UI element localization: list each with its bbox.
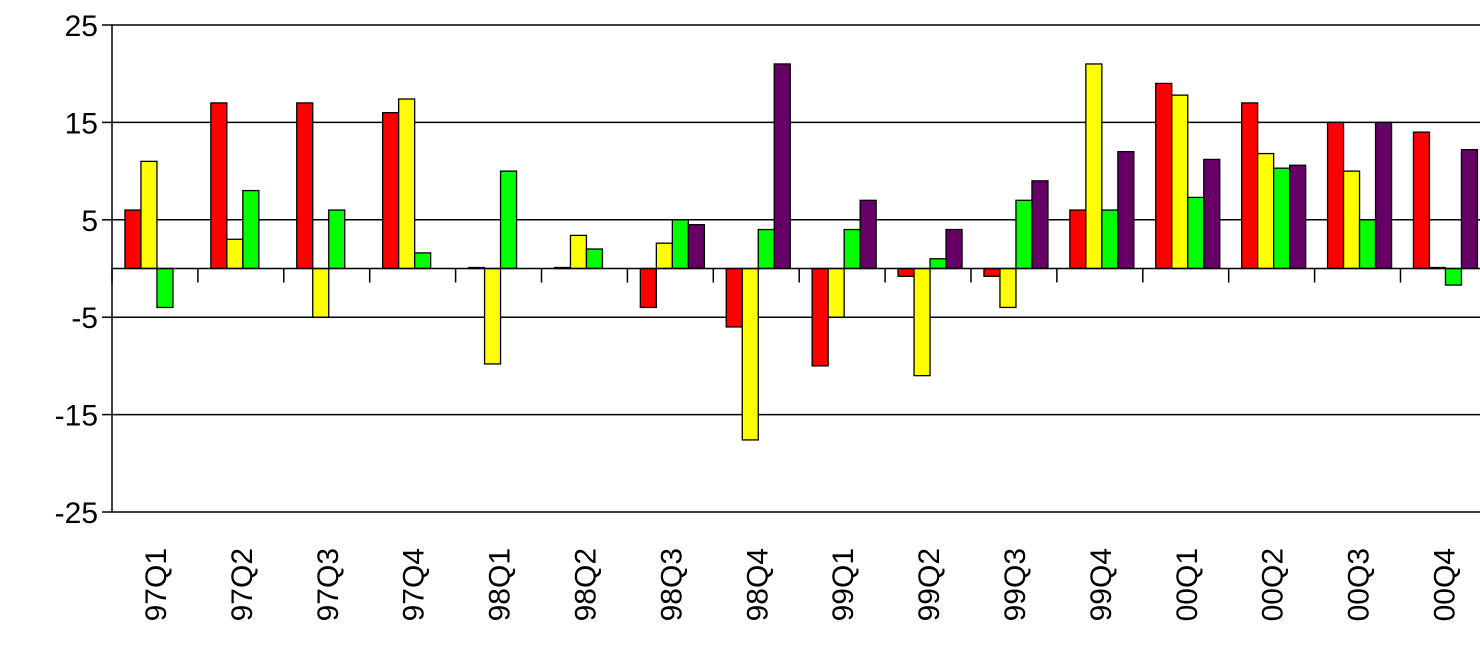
bar-99Q3-series4 [1031, 180, 1049, 270]
x-tick-label: 00Q1 [1171, 548, 1204, 621]
x-tick-label: 99Q1 [827, 548, 860, 621]
bar-99Q2-series2 [913, 267, 931, 377]
bar-00Q4-series3 [1444, 267, 1463, 286]
x-tick-label: 00Q4 [1428, 548, 1461, 621]
bar-98Q4-series2 [741, 267, 759, 441]
bar-99Q2-series4 [945, 228, 963, 270]
bar-00Q2-series3 [1273, 167, 1291, 270]
y-tick-label: 25 [65, 10, 98, 43]
bar-99Q1-series2 [827, 267, 845, 318]
y-tick-label: -5 [71, 302, 98, 335]
bar-97Q2-series3 [242, 189, 260, 270]
bar-98Q3-series4 [687, 224, 705, 270]
bar-99Q3-series2 [999, 267, 1017, 309]
bar-99Q4-series1 [1069, 209, 1087, 270]
bar-98Q1-series2 [483, 267, 502, 365]
bar-00Q1-series1 [1155, 82, 1173, 270]
bar-00Q2-series2 [1257, 152, 1275, 270]
bar-97Q2-series1 [210, 102, 228, 270]
x-tick-label: 99Q2 [913, 548, 946, 621]
bar-00Q1-series3 [1187, 196, 1205, 270]
bar-99Q3-series1 [983, 267, 1001, 277]
x-tick-label: 98Q2 [569, 548, 602, 621]
x-tick-label: 99Q4 [1085, 548, 1118, 621]
bar-98Q2-series3 [585, 248, 604, 270]
axis-layer [102, 24, 1480, 513]
bar-00Q1-series2 [1171, 94, 1189, 270]
bar-97Q1-series1 [124, 209, 142, 270]
y-tick-label: 15 [65, 107, 98, 140]
bar-99Q1-series1 [811, 267, 829, 367]
x-tick-label: 99Q3 [999, 548, 1032, 621]
x-tick-label: 98Q1 [484, 548, 517, 621]
x-tick-label: 97Q4 [398, 548, 431, 621]
bar-99Q4-series2 [1085, 63, 1103, 270]
bar-97Q1-series3 [156, 267, 174, 309]
bar-00Q3-series1 [1326, 121, 1345, 270]
x-tick-label: 97Q1 [140, 548, 173, 621]
x-tick-label: 98Q3 [655, 548, 688, 621]
bar-98Q4-series3 [757, 228, 775, 270]
bar-layer [124, 63, 1479, 441]
bar-97Q3-series1 [296, 102, 314, 270]
bar-97Q1-series2 [140, 160, 158, 270]
bar-98Q3-series3 [671, 219, 689, 270]
bar-99Q4-series3 [1101, 209, 1119, 270]
bar-99Q4-series4 [1117, 150, 1135, 270]
bar-00Q4-series4 [1460, 149, 1479, 270]
bar-97Q4-series1 [381, 112, 400, 270]
label-layer: 25 15 5 -5 -15 -25 97Q1 97Q2 97Q3 97Q4 98Q1 98Q2 98Q… [55, 10, 1462, 621]
x-tick-label: 00Q2 [1257, 548, 1290, 621]
bar-99Q1-series4 [859, 199, 877, 270]
bar-00Q4-series1 [1412, 131, 1431, 270]
bar-99Q3-series3 [1015, 199, 1033, 270]
bar-97Q4-series2 [397, 98, 416, 270]
bar-98Q4-series4 [773, 63, 791, 270]
y-tick-label: -25 [55, 497, 98, 530]
bar-97Q3-series2 [312, 267, 330, 318]
bar-97Q4-series3 [413, 252, 432, 270]
bar-99Q2-series1 [897, 267, 915, 277]
bar-98Q3-series1 [639, 267, 657, 309]
bar-97Q2-series2 [226, 238, 244, 270]
y-tick-label: 5 [81, 205, 98, 238]
bar-98Q1-series3 [499, 170, 518, 270]
x-tick-label: 97Q3 [312, 548, 345, 621]
bar-00Q3-series4 [1374, 121, 1393, 270]
bar-00Q2-series1 [1241, 102, 1259, 270]
x-tick-label: 00Q3 [1343, 548, 1376, 621]
bar-99Q1-series3 [843, 228, 861, 270]
x-tick-label: 97Q2 [226, 548, 259, 621]
bar-00Q2-series4 [1289, 164, 1307, 270]
bar-00Q3-series3 [1358, 219, 1377, 270]
bar-00Q3-series2 [1342, 170, 1361, 270]
bar-98Q3-series2 [655, 242, 673, 270]
bar-98Q4-series1 [725, 267, 743, 328]
bar-97Q3-series3 [328, 209, 346, 270]
bar-99Q2-series3 [929, 258, 947, 270]
x-tick-label: 98Q4 [741, 548, 774, 621]
y-tick-label: -15 [55, 400, 98, 433]
bar-98Q2-series2 [569, 234, 588, 270]
bar-00Q1-series4 [1203, 158, 1221, 270]
